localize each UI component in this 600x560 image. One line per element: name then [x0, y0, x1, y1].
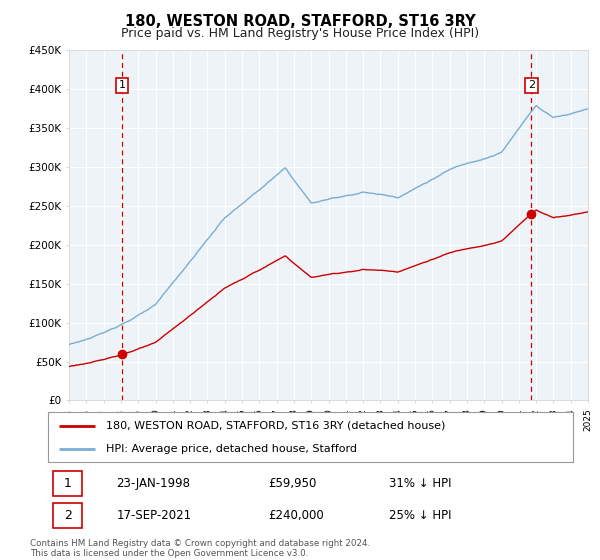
Text: £240,000: £240,000	[269, 509, 324, 522]
Bar	[53, 472, 82, 497]
Text: £59,950: £59,950	[269, 478, 317, 491]
Text: 2: 2	[64, 509, 71, 522]
Text: Price paid vs. HM Land Registry's House Price Index (HPI): Price paid vs. HM Land Registry's House …	[121, 27, 479, 40]
Text: 1: 1	[64, 478, 71, 491]
Text: Contains HM Land Registry data © Crown copyright and database right 2024.
This d: Contains HM Land Registry data © Crown c…	[30, 539, 370, 558]
Text: 1: 1	[119, 81, 125, 90]
Text: 180, WESTON ROAD, STAFFORD, ST16 3RY (detached house): 180, WESTON ROAD, STAFFORD, ST16 3RY (de…	[106, 421, 445, 431]
Text: HPI: Average price, detached house, Stafford: HPI: Average price, detached house, Staf…	[106, 444, 357, 454]
Text: 17-SEP-2021: 17-SEP-2021	[116, 509, 191, 522]
Bar	[53, 503, 82, 528]
Text: 2: 2	[527, 81, 535, 90]
Text: 180, WESTON ROAD, STAFFORD, ST16 3RY: 180, WESTON ROAD, STAFFORD, ST16 3RY	[125, 14, 475, 29]
Text: 23-JAN-1998: 23-JAN-1998	[116, 478, 190, 491]
Text: 31% ↓ HPI: 31% ↓ HPI	[389, 478, 452, 491]
Text: 25% ↓ HPI: 25% ↓ HPI	[389, 509, 452, 522]
